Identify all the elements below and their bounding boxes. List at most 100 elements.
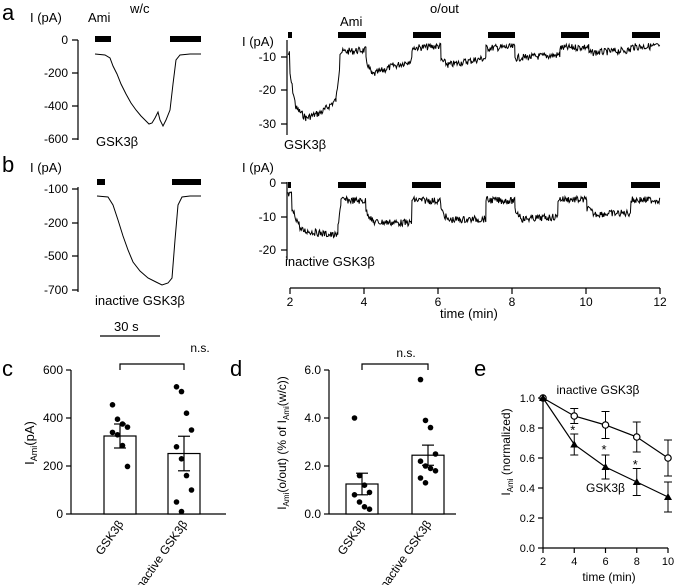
ylabel-e: IAmi (normalized) <box>499 408 515 495</box>
ami-bars-b-oout <box>288 182 660 188</box>
d-datapoint <box>422 463 429 469</box>
tick-b-wc-1: -200 <box>44 216 68 230</box>
panel-e: IAmi (normalized) 0.0 0.2 0.4 0.6 0.8 1.0 2 4 6 8… <box>499 383 674 584</box>
panel-a-wc: I (pA) Ami 0 -200 -400 -600 GSK3β <box>30 10 201 149</box>
c-bar <box>103 435 137 515</box>
ami-label-a-oout: Ami <box>340 14 363 29</box>
trace-a-wc <box>94 53 201 128</box>
e-xtick-label: 8 <box>634 556 640 568</box>
c-datapoint <box>178 508 185 515</box>
d-datapoint <box>366 489 373 496</box>
panel-b-oout: I (pA) 0 -10 -20 inactive GSK3β 2 4 6 8 10 12… <box>242 160 667 321</box>
c-datapoint <box>188 427 195 433</box>
ami-bar-b-2 <box>172 179 201 185</box>
d-datapoint <box>366 506 373 512</box>
tick-a-oout-2: -30 <box>259 117 277 131</box>
c-datapoint <box>119 421 126 427</box>
panel-label-a: a <box>2 0 15 25</box>
c-datapoint <box>178 388 185 395</box>
xlabel-e: time (min) <box>582 570 635 584</box>
inactive-label-b: inactive GSK3β <box>95 293 185 308</box>
panel-label-b: b <box>2 152 14 177</box>
c-category-label: inactive GSK3β <box>131 518 190 585</box>
tick-b-oout-2: -20 <box>259 243 277 257</box>
tick-a-wc-1: -200 <box>44 66 68 80</box>
ylabel-d: IAmi(o/out) (% of IAmi(w/c)) <box>275 376 291 510</box>
significance-d: n.s. <box>396 346 415 360</box>
c-datapoint <box>109 402 116 408</box>
d-ytick-label: 2.0 <box>304 459 321 473</box>
header-oout: o/out <box>430 1 459 16</box>
e-xtick-label: 6 <box>602 556 608 568</box>
d-datapoint <box>427 424 434 431</box>
tick-b-oout-0: 0 <box>269 176 276 190</box>
e-point-gsk <box>539 394 547 401</box>
tick-b-oout-1: -10 <box>259 210 277 224</box>
d-datapoint <box>351 415 358 421</box>
time-axis-label: time (min) <box>440 306 498 321</box>
c-ytick-label: 600 <box>43 363 63 377</box>
ami-bar-a-1 <box>95 36 111 42</box>
e-significance-star: * <box>570 423 575 438</box>
panel-d: IAmi(o/out) (% of IAmi(w/c)) 0.0 2.0 4.0 6.… <box>275 346 456 585</box>
tick-b-wc-2: -500 <box>44 249 68 263</box>
e-point-inactive <box>570 412 579 420</box>
panel-b-wc: I (pA) -100 -200 -500 -700 inactive GSK3… <box>30 160 201 337</box>
trace-a-oout <box>287 42 661 122</box>
e-ytick-label: 0.6 <box>520 453 535 465</box>
ylabel-c: IAmi(pA) <box>22 421 39 465</box>
e-point-gsk <box>664 493 672 500</box>
y-axis-b-wc <box>72 187 79 292</box>
time-tick-label: 4 <box>361 295 368 309</box>
c-ytick-label: 400 <box>43 411 63 425</box>
e-ytick-label: 1.0 <box>520 393 535 405</box>
e-xtick-label: 4 <box>571 556 577 568</box>
time-axis-ticks: 2 4 6 8 10 12 <box>287 288 667 309</box>
d-category-label: GSK3β <box>335 518 369 558</box>
legend-gsk: GSK3β <box>586 481 625 495</box>
c-datapoint <box>188 487 195 493</box>
ami-bar-a-2 <box>170 36 201 42</box>
c-datapoint <box>109 429 116 436</box>
ylabel-b-oout: I (pA) <box>242 160 274 175</box>
inactive-label-b-oout: inactive GSK3β <box>285 254 375 269</box>
c-datapoint <box>183 472 190 479</box>
c-datapoint <box>114 432 121 438</box>
e-point-gsk <box>601 463 610 470</box>
d-datapoint <box>427 465 434 472</box>
gsk-label-a: GSK3β <box>96 134 138 149</box>
ylabel-a-oout: I (pA) <box>242 34 274 49</box>
d-datapoint <box>356 472 363 479</box>
d-datapoint <box>351 492 358 498</box>
d-datapoint <box>356 499 363 505</box>
d-datapoint <box>432 451 439 457</box>
c-datapoint <box>178 456 185 462</box>
time-tick-label: 12 <box>653 295 667 309</box>
panel-c: IAmi(pA) 0 200 400 600 GSK3β inactive GSK3β n… <box>22 341 226 585</box>
e-point-gsk <box>632 478 641 485</box>
d-ytick-label: 6.0 <box>304 363 321 377</box>
significance-c: n.s. <box>190 341 209 355</box>
tick-b-wc-0: -100 <box>44 182 68 196</box>
e-point-inactive <box>632 433 641 441</box>
d-ytick-label: 0.0 <box>304 507 321 521</box>
tick-b-wc-3: -700 <box>44 283 68 297</box>
c-datapoint <box>114 416 121 423</box>
tick-a-oout-0: -10 <box>259 50 277 64</box>
y-axis-a-oout <box>281 40 288 135</box>
c-ytick-label: 0 <box>56 507 63 521</box>
d-datapoint <box>417 458 424 465</box>
d-category-label: inactive GSK3β <box>375 518 434 585</box>
c-datapoint <box>183 410 190 417</box>
tick-a-wc-2: -400 <box>44 99 68 113</box>
d-datapoint <box>361 482 368 489</box>
tick-a-oout-1: -20 <box>259 83 277 97</box>
panel-label-c: c <box>2 356 13 381</box>
ami-bars-a-oout <box>288 32 660 38</box>
d-significance-bracket <box>361 363 429 370</box>
c-datapoint <box>124 424 131 430</box>
y-axis-a-wc <box>72 39 79 140</box>
e-point-inactive <box>601 421 610 429</box>
time-tick-label: 8 <box>509 295 516 309</box>
d-datapoint <box>417 376 424 383</box>
